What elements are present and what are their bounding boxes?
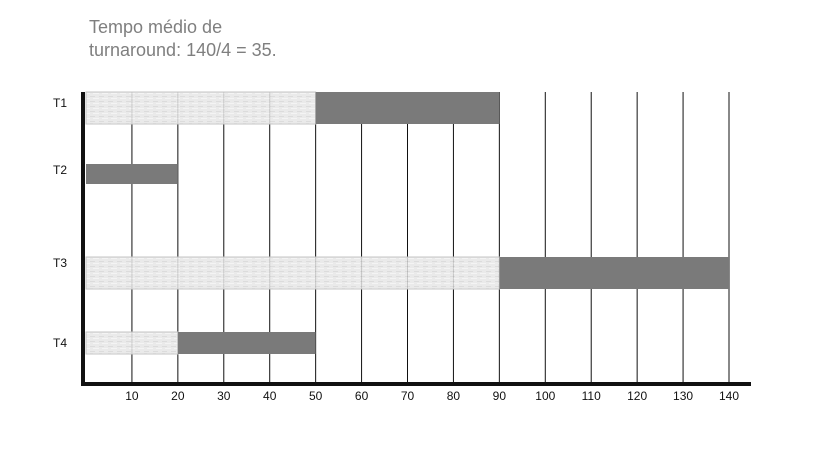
- x-tick-label-60: 60: [355, 389, 369, 403]
- x-tick-label-140: 140: [719, 389, 739, 403]
- x-tick-label-70: 70: [401, 389, 415, 403]
- x-tick-label-130: 130: [673, 389, 693, 403]
- x-tick-label-120: 120: [627, 389, 647, 403]
- bar-t1-waiting-0: [85, 91, 317, 125]
- bar-t2-running-0: [86, 164, 178, 184]
- x-tick-label-10: 10: [125, 389, 139, 403]
- x-tick-label-80: 80: [447, 389, 461, 403]
- bar-t4-running-1: [177, 332, 316, 354]
- x-tick-label-30: 30: [217, 389, 231, 403]
- row-label-t4: T4: [53, 336, 67, 350]
- caption-line-1: Tempo médio de: [89, 17, 223, 37]
- caption-line-2: turnaround: 140/4 = 35.: [89, 40, 277, 60]
- labels: T1 T2 T3 T4 10 20 30 40 50 60 70 80 90 100 110 120 130 14…: [53, 96, 739, 403]
- row-label-t3: T3: [53, 256, 67, 270]
- bars: [85, 91, 729, 355]
- row-label-t2: T2: [53, 163, 67, 177]
- axes: [81, 92, 751, 386]
- chart-caption: Tempo médio de turnaround: 140/4 = 35.: [89, 16, 277, 62]
- x-tick-label-50: 50: [309, 389, 323, 403]
- bar-t3-waiting-0: [85, 256, 500, 290]
- bar-t4-waiting-0: [85, 331, 179, 355]
- x-tick-label-20: 20: [171, 389, 185, 403]
- bar-t1-running-1: [315, 92, 500, 124]
- bar-t3-running-1: [499, 257, 729, 289]
- x-tick-label-110: 110: [582, 389, 601, 403]
- x-tick-label-90: 90: [493, 389, 507, 403]
- row-label-t1: T1: [53, 96, 67, 110]
- x-tick-label-40: 40: [263, 389, 277, 403]
- x-tick-label-100: 100: [535, 389, 555, 403]
